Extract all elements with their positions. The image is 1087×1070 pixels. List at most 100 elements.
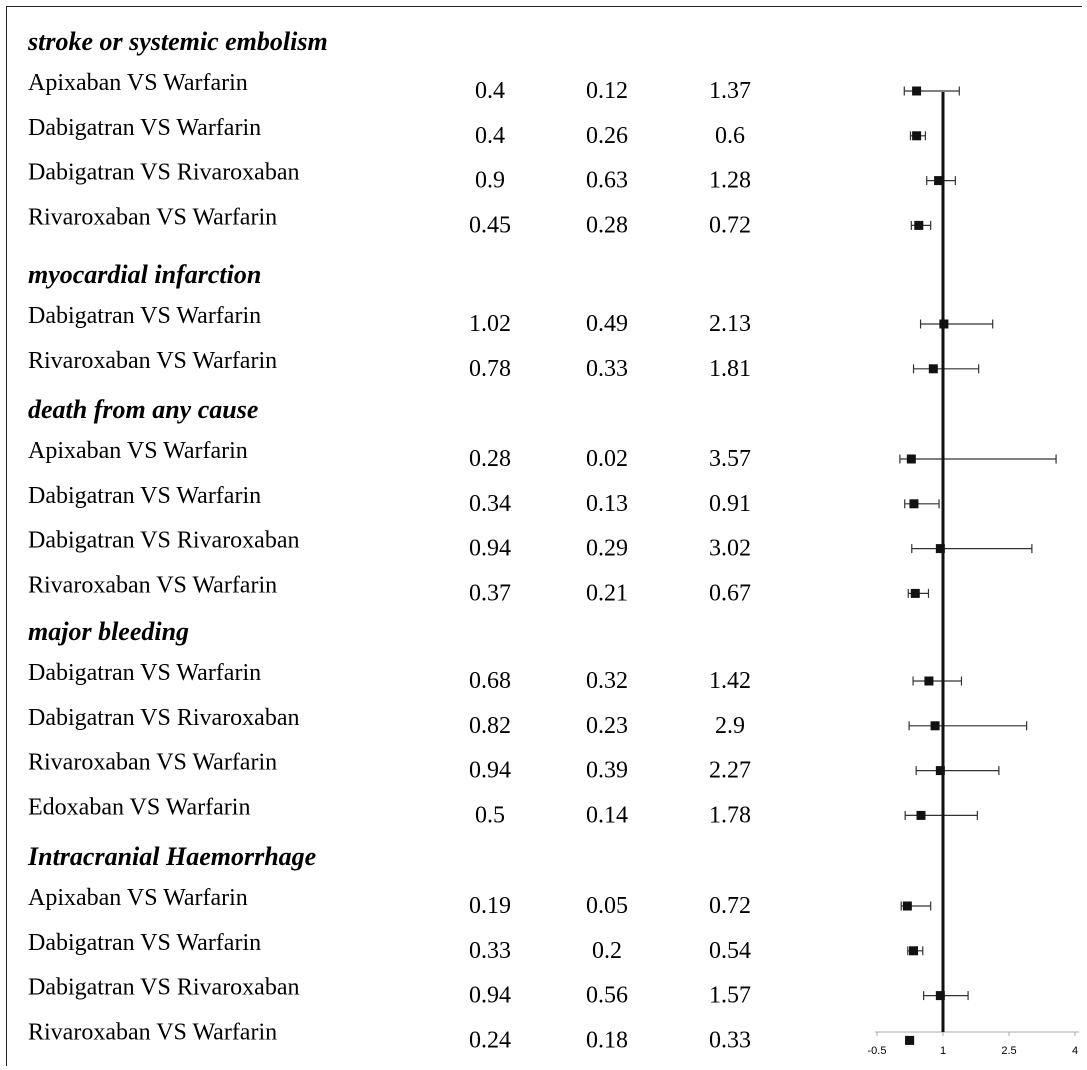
ci-lower-value: 0.56 [586, 983, 628, 1009]
point-estimate-marker [935, 991, 945, 1001]
ci-lower-value: 0.05 [586, 893, 628, 919]
row-label: Dabigatran VS Warfarin [28, 303, 261, 329]
ci-upper-value: 0.72 [709, 893, 751, 919]
ci-lower-value: 0.23 [586, 713, 628, 739]
ci-lower-value: 0.13 [586, 491, 628, 517]
row-label: Dabigatran VS Rivaroxaban [28, 160, 300, 186]
ci-lower-value: 0.18 [586, 1027, 628, 1053]
figure-frame [6, 6, 1082, 1066]
row-label: Dabigatran VS Rivaroxaban [28, 528, 300, 554]
point-estimate-marker [912, 86, 922, 96]
estimate-value: 0.34 [469, 491, 511, 517]
estimate-value: 1.02 [469, 311, 511, 337]
row-label: Apixaban VS Warfarin [28, 438, 248, 464]
estimate-value: 0.24 [469, 1027, 511, 1053]
point-estimate-marker [935, 544, 945, 554]
group-title: Intracranial Haemorrhage [27, 842, 316, 871]
estimate-value: 0.4 [475, 78, 505, 104]
row-label: Rivaroxaban VS Warfarin [28, 204, 277, 230]
ci-lower-value: 0.12 [586, 78, 628, 104]
ci-lower-value: 0.28 [586, 212, 628, 238]
estimate-value: 0.33 [469, 938, 511, 964]
point-estimate-marker [909, 946, 919, 956]
ci-upper-value: 0.91 [709, 491, 751, 517]
ci-upper-value: 3.57 [709, 446, 751, 472]
estimate-value: 0.68 [469, 668, 511, 694]
x-tick-label: 4 [1072, 1045, 1078, 1057]
point-estimate-marker [934, 176, 944, 186]
estimate-value: 0.28 [469, 446, 511, 472]
point-estimate-marker [906, 454, 916, 464]
row-label: Rivaroxaban VS Warfarin [28, 1019, 277, 1045]
row-label: Dabigatran VS Rivaroxaban [28, 705, 300, 731]
ci-lower-value: 0.02 [586, 446, 628, 472]
estimate-value: 0.5 [475, 802, 505, 828]
point-estimate-marker [928, 364, 938, 374]
point-estimate-marker [909, 499, 919, 509]
row-label: Edoxaban VS Warfarin [28, 794, 250, 820]
estimate-value: 0.82 [469, 713, 511, 739]
row-label: Rivaroxaban VS Warfarin [28, 572, 277, 598]
point-estimate-marker [902, 901, 912, 911]
ci-upper-value: 1.57 [709, 983, 751, 1009]
ci-lower-value: 0.39 [586, 758, 628, 784]
ci-upper-value: 1.28 [709, 168, 751, 194]
ci-lower-value: 0.49 [586, 311, 628, 337]
ci-lower-value: 0.29 [586, 536, 628, 562]
ci-upper-value: 0.72 [709, 212, 751, 238]
estimate-value: 0.78 [469, 356, 511, 382]
ci-lower-value: 0.2 [592, 938, 622, 964]
x-tick-label: 2.5 [1001, 1045, 1016, 1057]
group-title: stroke or systemic embolism [27, 27, 328, 56]
group-title: death from any cause [28, 395, 258, 424]
row-label: Dabigatran VS Rivaroxaban [28, 975, 300, 1001]
ci-upper-value: 1.42 [709, 668, 751, 694]
x-tick-label: 1 [940, 1045, 946, 1057]
ci-lower-value: 0.21 [586, 580, 628, 606]
x-tick-label: -0.5 [868, 1045, 887, 1057]
row-label: Apixaban VS Warfarin [28, 885, 248, 911]
ci-lower-value: 0.14 [586, 802, 628, 828]
ci-upper-value: 1.37 [709, 78, 751, 104]
estimate-value: 0.4 [475, 123, 505, 149]
ci-upper-value: 1.78 [709, 802, 751, 828]
ci-upper-value: 3.02 [709, 536, 751, 562]
estimate-value: 0.94 [469, 758, 511, 784]
ci-upper-value: 1.81 [709, 356, 751, 382]
ci-upper-value: 2.13 [709, 311, 751, 337]
group-title: major bleeding [28, 617, 189, 646]
ci-upper-value: 0.54 [709, 938, 751, 964]
point-estimate-marker [910, 588, 920, 598]
row-label: Rivaroxaban VS Warfarin [28, 348, 277, 374]
row-label: Rivaroxaban VS Warfarin [28, 750, 277, 776]
ci-lower-value: 0.26 [586, 123, 628, 149]
estimate-value: 0.37 [469, 580, 511, 606]
ci-upper-value: 0.6 [715, 123, 745, 149]
ci-lower-value: 0.63 [586, 168, 628, 194]
estimate-value: 0.94 [469, 983, 511, 1009]
ci-lower-value: 0.33 [586, 356, 628, 382]
estimate-value: 0.45 [469, 212, 511, 238]
point-estimate-marker [916, 810, 926, 820]
estimate-value: 0.9 [475, 168, 505, 194]
row-label: Dabigatran VS Warfarin [28, 660, 261, 686]
estimate-value: 0.19 [469, 893, 511, 919]
point-estimate-marker [912, 131, 922, 141]
point-estimate-marker [914, 220, 924, 230]
ci-upper-value: 0.33 [709, 1027, 751, 1053]
estimate-value: 0.94 [469, 536, 511, 562]
row-label: Dabigatran VS Warfarin [28, 483, 261, 509]
point-estimate-marker [935, 766, 945, 776]
row-label: Apixaban VS Warfarin [28, 70, 248, 96]
group-title: myocardial infarction [28, 260, 261, 289]
ci-lower-value: 0.32 [586, 668, 628, 694]
row-label: Dabigatran VS Warfarin [28, 930, 261, 956]
point-estimate-marker [930, 721, 940, 731]
point-estimate-marker [905, 1035, 915, 1045]
ci-upper-value: 2.27 [709, 758, 751, 784]
ci-upper-value: 0.67 [709, 580, 751, 606]
ci-upper-value: 2.9 [715, 713, 745, 739]
row-label: Dabigatran VS Warfarin [28, 115, 261, 141]
point-estimate-marker [924, 676, 934, 686]
